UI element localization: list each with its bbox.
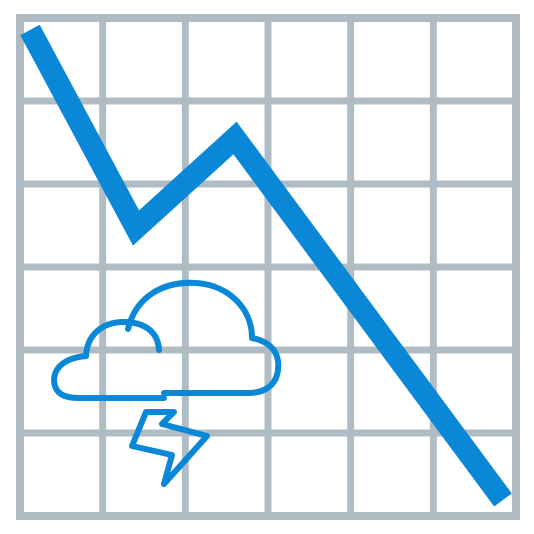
front-cloud [54,322,164,398]
lightning-bolt-icon [132,412,207,484]
back-cloud [128,283,278,393]
storm-cloud-icon [54,283,278,484]
grid [20,18,516,516]
